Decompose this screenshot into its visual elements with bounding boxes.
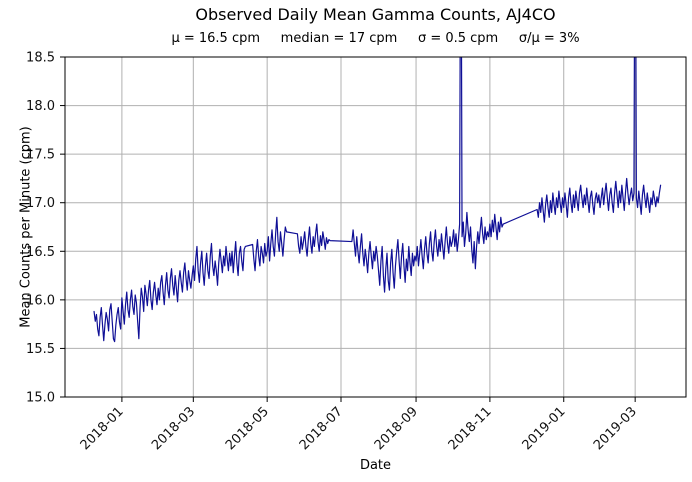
data-line xyxy=(93,57,662,343)
gridlines xyxy=(65,56,686,398)
axis-frame xyxy=(64,56,687,398)
y-tick-label: 17.0 xyxy=(26,196,55,211)
x-tick-label: 2019-01 xyxy=(520,404,569,453)
y-tick-label: 15.5 xyxy=(26,342,55,357)
x-tick-label: 2018-11 xyxy=(446,404,495,453)
y-tick-label: 16.0 xyxy=(26,293,55,308)
x-tick-label: 2018-05 xyxy=(223,404,272,453)
y-tick-label: 16.5 xyxy=(26,245,55,260)
x-tick-label: 2019-03 xyxy=(591,404,640,453)
x-tick-label: 2018-07 xyxy=(297,404,346,453)
chart-title: Observed Daily Mean Gamma Counts, AJ4CO xyxy=(195,5,556,24)
axis-tick-labels: 15.0 15.5 16.0 16.5 17.0 17.5 18.0 18.5 2018-01 2… xyxy=(26,51,640,454)
chart-stats-line: μ = 16.5 cpm median = 17 cpm σ = 0.5 cpm… xyxy=(171,31,580,46)
x-tick-label: 2018-09 xyxy=(372,404,421,453)
x-axis-label: Date xyxy=(359,458,392,473)
axis-ticks xyxy=(60,56,636,402)
x-tick-label: 2018-03 xyxy=(149,404,198,453)
y-tick-label: 18.5 xyxy=(26,51,55,66)
x-tick-label: 2018-01 xyxy=(78,404,127,453)
y-tick-label: 18.0 xyxy=(26,99,55,114)
y-tick-label: 17.5 xyxy=(26,148,55,163)
y-tick-label: 15.0 xyxy=(26,391,55,406)
y-axis-label: Mean Counts per Minute (cpm) xyxy=(18,126,34,328)
